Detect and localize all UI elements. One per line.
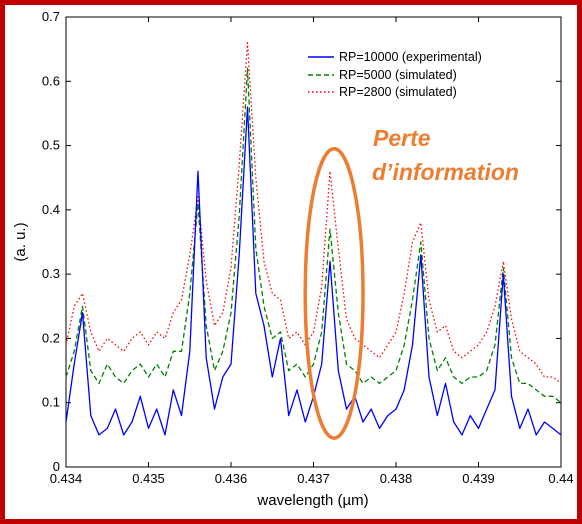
y-tick-label: 0.5 xyxy=(42,138,60,153)
x-tick-label: 0.44 xyxy=(548,471,573,486)
y-axis-ticks: 0 0.1 0.2 0.3 0.4 0.5 0.6 0.7 xyxy=(42,9,561,474)
legend-label-rp5000: RP=5000 (simulated) xyxy=(339,68,457,82)
y-tick-label: 0.3 xyxy=(42,266,60,281)
x-axis-ticks: 0.434 0.435 0.436 0.437 0.438 0.439 0.44 xyxy=(50,17,574,486)
y-axis-label: (a. u.) xyxy=(12,222,29,261)
x-tick-label: 0.435 xyxy=(132,471,165,486)
y-tick-label: 0.7 xyxy=(42,9,60,24)
x-tick-label: 0.434 xyxy=(50,471,83,486)
y-tick-label: 0.4 xyxy=(42,202,60,217)
series-line-rp5000 xyxy=(65,67,562,404)
legend-label-rp2800: RP=2800 (simulated) xyxy=(339,85,457,99)
x-tick-label: 0.437 xyxy=(297,471,330,486)
x-tick-label: 0.438 xyxy=(380,471,413,486)
y-tick-label: 0.1 xyxy=(42,395,60,410)
annotation-line-1: Perte xyxy=(373,125,431,151)
legend: RP=10000 (experimental) RP=5000 (simulat… xyxy=(308,50,482,99)
y-tick-label: 0.2 xyxy=(42,330,60,345)
annotation-ellipse xyxy=(303,147,365,440)
x-axis-label: wavelength (µm) xyxy=(256,492,368,509)
series-line-rp2800 xyxy=(65,42,562,384)
legend-label-rp10000: RP=10000 (experimental) xyxy=(339,50,482,64)
y-tick-label: 0 xyxy=(53,459,60,474)
y-tick-label: 0.6 xyxy=(42,73,60,88)
x-tick-label: 0.439 xyxy=(462,471,495,486)
x-tick-label: 0.436 xyxy=(215,471,248,486)
annotation-line-2: d’information xyxy=(372,159,519,185)
